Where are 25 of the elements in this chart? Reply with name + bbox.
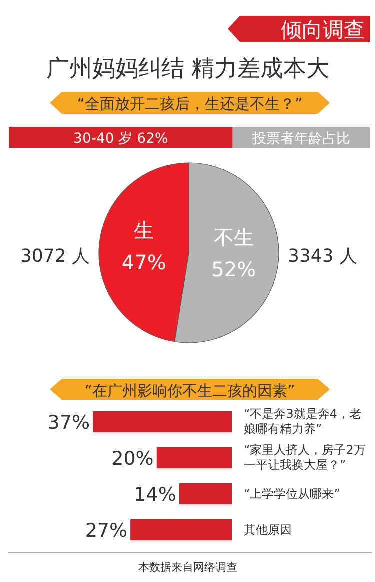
slice-label: 不生: [214, 226, 254, 250]
y-tick-label: “不是奔3就是奔4，老娘哪有精力养”: [244, 407, 362, 436]
bar: [93, 412, 232, 432]
data-label: 20%: [112, 448, 154, 470]
data-label: 14%: [134, 484, 176, 506]
data-label: 37%: [48, 412, 90, 434]
text: 3343 人: [288, 246, 358, 267]
text: 本数据来自网络调查: [138, 561, 238, 574]
y-tick-label: 其他原因: [244, 523, 292, 537]
y-tick-label: “家里人挤人，房子2万一平让我换大屋？”: [244, 443, 366, 472]
data-label: 47%: [122, 250, 166, 274]
bar: [179, 484, 232, 504]
chart-title: “在广州影响你不生二孩的因素”: [84, 382, 296, 400]
slice-label: 生: [134, 218, 154, 242]
chart-title: 广州妈妈纠结 精力差成本大: [46, 56, 330, 82]
bar: [130, 520, 232, 540]
bar: [156, 448, 232, 468]
text: 3072 人: [20, 246, 90, 267]
text: 倾向调查: [281, 18, 365, 42]
y-tick-label: “上学学位从哪来”: [244, 487, 340, 501]
data-label: 52%: [212, 258, 256, 282]
data-label: 投票者年龄占比: [251, 131, 350, 147]
data-label: 27%: [85, 520, 128, 542]
data-label: 30-40 岁 62%: [74, 131, 168, 147]
chart-subtitle: “全面放开二孩后，生还是不生？”: [77, 95, 303, 113]
